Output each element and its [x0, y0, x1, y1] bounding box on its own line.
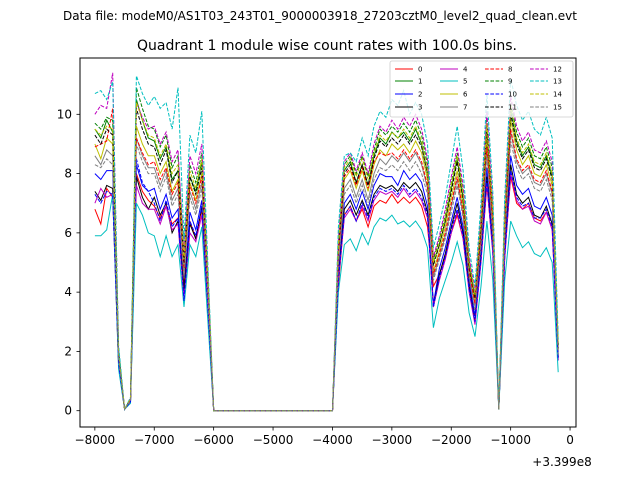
x-axis: −8000 −7000 −6000 −5000 −4000 −3000 −2000 −1000… [75, 427, 574, 447]
y-tick-label: 8 [64, 167, 72, 181]
legend-label-5: 5 [463, 78, 467, 86]
series-line-6 [94, 120, 559, 412]
x-tick-label: −4000 [312, 433, 353, 447]
legend-label-2: 2 [418, 91, 422, 99]
y-tick-label: 2 [64, 344, 72, 358]
series-line-10 [94, 158, 559, 412]
y-tick-label: 0 [64, 404, 72, 418]
legend-label-7: 7 [463, 104, 467, 112]
y-tick-label: 10 [57, 107, 72, 121]
legend-label-0: 0 [418, 66, 422, 74]
legend-frame [389, 60, 574, 118]
legend-label-13: 13 [553, 78, 562, 86]
legend-label-4: 4 [463, 66, 468, 74]
series-line-14 [94, 102, 559, 412]
series-line-5 [94, 194, 559, 412]
y-axis: 0 2 4 6 8 10 [57, 107, 80, 418]
plot-series-group [94, 72, 559, 412]
legend-label-9: 9 [508, 78, 512, 86]
legend-label-3: 3 [418, 104, 422, 112]
legend-label-1: 1 [418, 78, 422, 86]
suptitle: Data file: modeM0/AS1T03_243T01_90000039… [63, 9, 577, 23]
legend-label-8: 8 [508, 66, 512, 74]
legend-label-14: 14 [553, 91, 562, 99]
x-tick-label: −3000 [372, 433, 413, 447]
x-tick-label: −6000 [193, 433, 234, 447]
x-tick-label: −1000 [490, 433, 531, 447]
series-line-8 [94, 108, 559, 412]
x-offset-label: +3.399e8 [532, 455, 591, 469]
legend-label-15: 15 [553, 104, 562, 112]
series-line-15 [94, 140, 559, 412]
x-tick-label: 0 [566, 433, 574, 447]
legend-label-10: 10 [508, 91, 517, 99]
plot-frame [79, 57, 577, 428]
legend-label-12: 12 [553, 66, 562, 74]
legend-label-11: 11 [508, 104, 517, 112]
chart-title: Quadrant 1 module wise count rates with … [137, 38, 517, 54]
y-tick-label: 4 [64, 285, 72, 299]
legend-label-6: 6 [463, 91, 468, 99]
x-tick-label: −7000 [134, 433, 175, 447]
x-tick-label: −8000 [75, 433, 116, 447]
y-tick-label: 6 [64, 226, 72, 240]
x-tick-label: −2000 [431, 433, 472, 447]
x-tick-label: −5000 [253, 433, 294, 447]
